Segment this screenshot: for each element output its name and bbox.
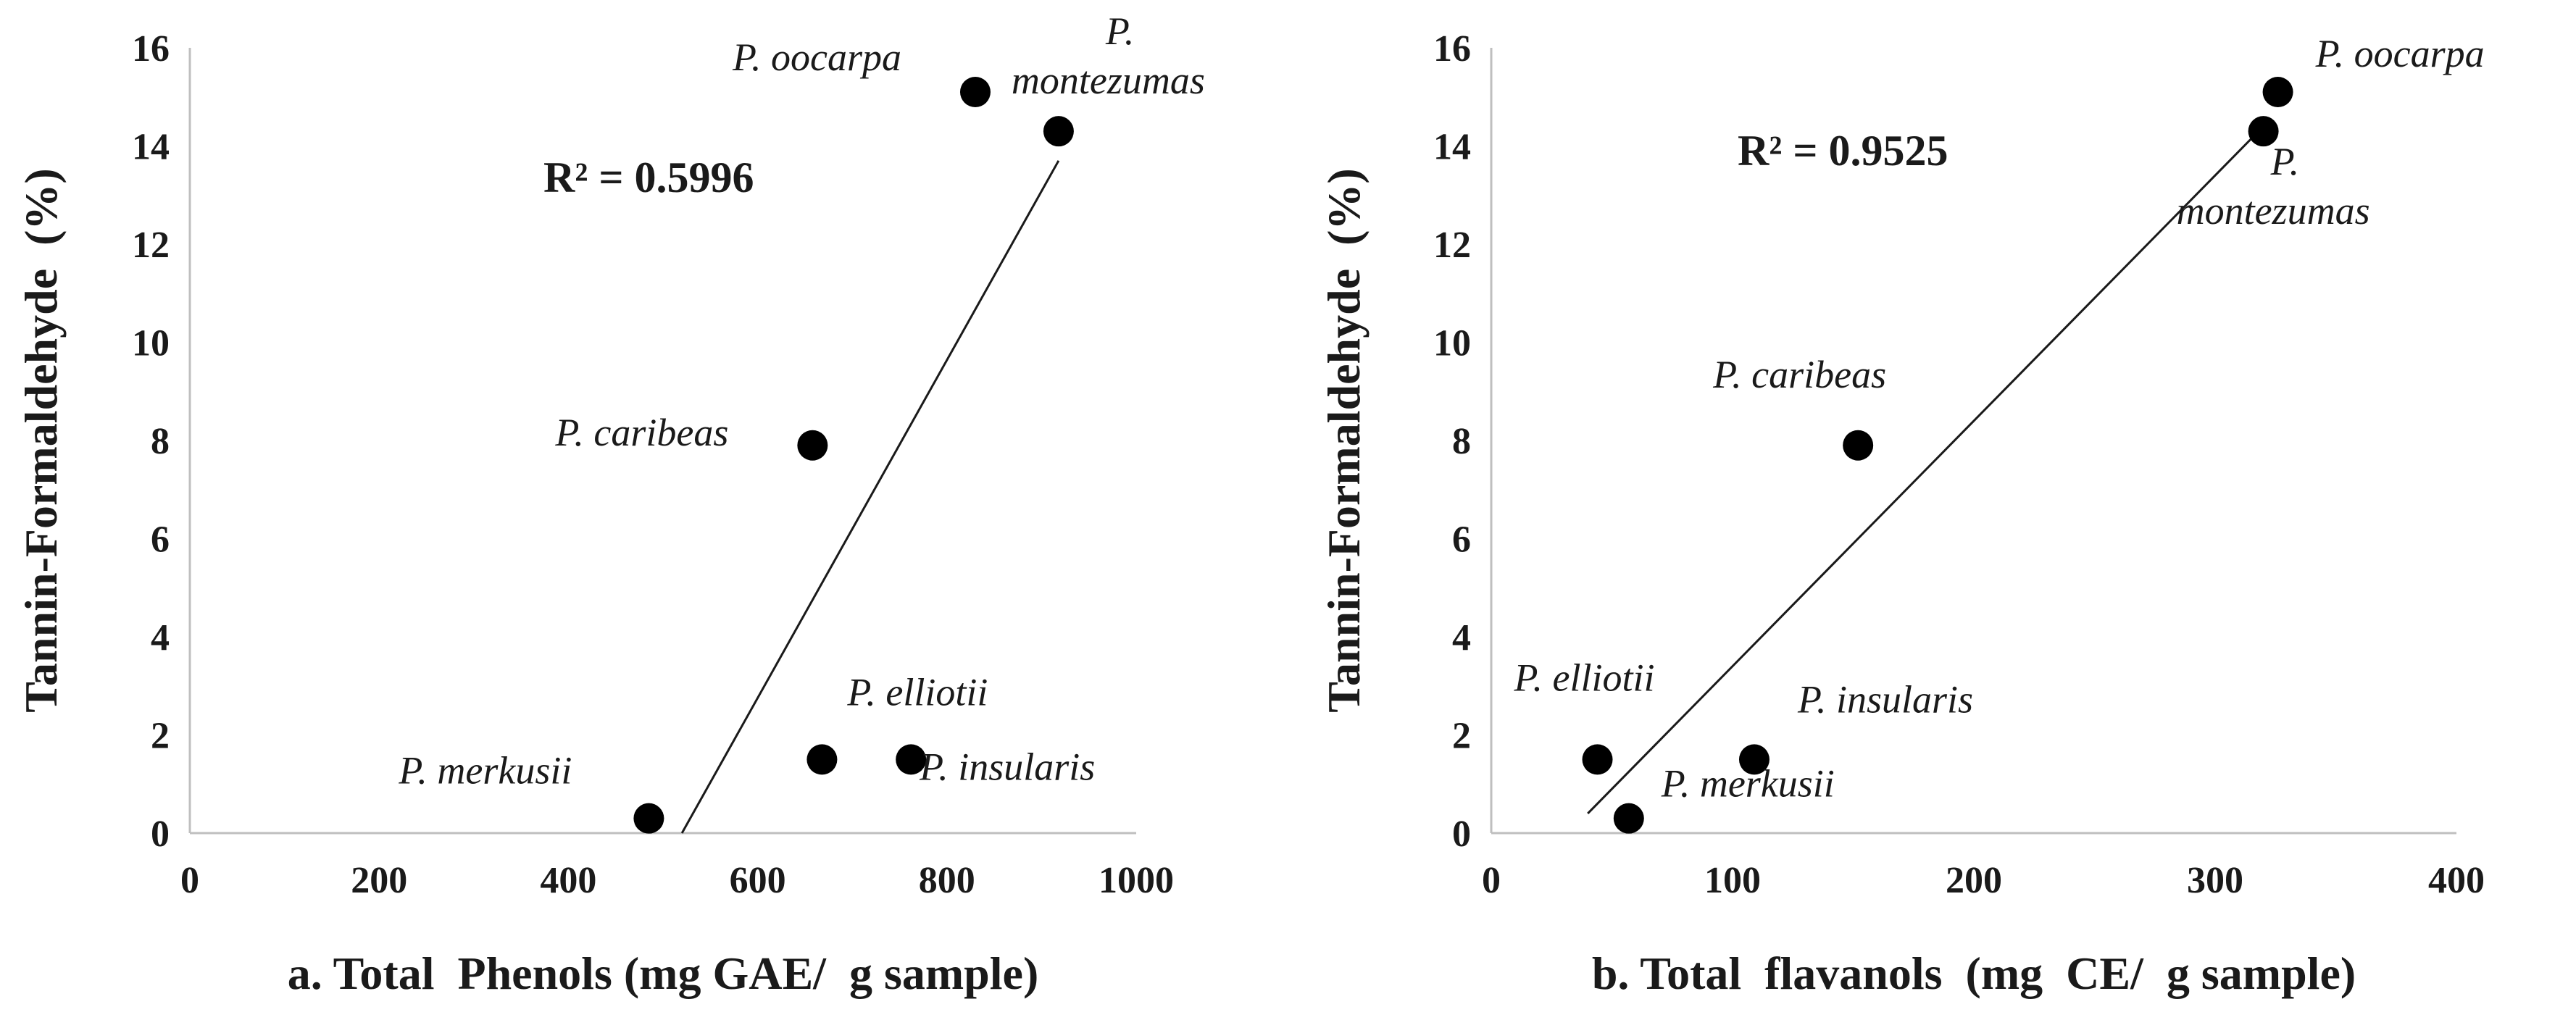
y-tick-label: 8 <box>1452 421 1471 462</box>
y-tick-label: 2 <box>151 716 170 757</box>
data-point <box>2262 76 2293 107</box>
point-labels: P. merkusii P. elliotii P. insularis P. car… <box>398 9 1204 793</box>
y-tick-label: 12 <box>1433 225 1471 266</box>
r-squared-label: R² = 0.9525 <box>1738 127 1948 175</box>
x-tick-label: 400 <box>540 860 596 901</box>
x-tick-label: 1000 <box>1099 860 1174 901</box>
x-tick-label: 300 <box>2187 860 2243 901</box>
y-tick-label: 8 <box>151 421 170 462</box>
trendline <box>1587 120 2269 814</box>
trendline-group <box>680 160 1060 834</box>
y-tick-label: 16 <box>1433 28 1471 70</box>
y-tick-label: 4 <box>151 617 170 659</box>
data-point <box>1843 430 1874 461</box>
point-label: P. caribeas <box>1712 353 1886 396</box>
x-tick-label: 600 <box>730 860 786 901</box>
data-point <box>1613 803 1644 834</box>
x-tick-label: 0 <box>180 860 199 901</box>
y-tick-label: 6 <box>1452 519 1471 561</box>
chart-panel-a: 0 2 4 6 8 10 12 14 16 0 200 400 600 800 1000 P. merku… <box>15 9 1205 999</box>
x-axis-title: b. Total flavanols (mg CE/ g sample) <box>1592 948 2356 999</box>
y-tick-label: 16 <box>132 28 170 70</box>
point-label: P. insularis <box>919 745 1095 788</box>
data-point <box>2248 116 2279 147</box>
r-squared-label: R² = 0.5996 <box>543 154 754 201</box>
y-tick-label: 10 <box>132 323 170 364</box>
data-point <box>896 744 927 775</box>
data-point <box>806 744 838 775</box>
y-tick-label: 0 <box>151 814 170 855</box>
point-labels: P. elliotii P. merkusii P. insularis P. car… <box>1514 32 2485 806</box>
data-point <box>1043 116 1074 147</box>
point-label: P. insularis <box>1797 677 1973 721</box>
data-point <box>1582 744 1613 775</box>
point-label: P. elliotii <box>846 670 988 714</box>
y-tick-labels: 0 2 4 6 8 10 12 14 16 <box>1433 28 1471 855</box>
x-tick-label: 0 <box>1482 860 1501 901</box>
point-label: P. merkusii <box>398 749 572 793</box>
y-tick-labels: 0 2 4 6 8 10 12 14 16 <box>132 28 170 855</box>
data-point <box>797 430 828 461</box>
y-tick-label: 10 <box>1433 323 1471 364</box>
point-label: P. caribeas <box>554 411 728 454</box>
x-tick-label: 400 <box>2428 860 2485 901</box>
x-tick-labels: 0 100 200 300 400 <box>1482 860 2485 901</box>
y-tick-label: 4 <box>1452 617 1471 659</box>
y-tick-label: 12 <box>132 225 170 266</box>
point-label: P. montezumas <box>1012 9 1205 102</box>
y-tick-label: 6 <box>151 519 170 561</box>
trendline <box>680 160 1060 834</box>
x-tick-label: 200 <box>351 860 407 901</box>
x-tick-labels: 0 200 400 600 800 1000 <box>180 860 1174 901</box>
point-label: P. oocarpa <box>732 35 901 79</box>
x-tick-label: 100 <box>1704 860 1761 901</box>
data-point <box>959 76 991 107</box>
y-tick-label: 2 <box>1452 716 1471 757</box>
trendline-group <box>1587 120 2269 814</box>
y-tick-label: 14 <box>132 127 170 168</box>
point-label: P. merkusii <box>1661 762 1835 806</box>
x-axis-title: a. Total Phenols (mg GAE/ g sample) <box>288 948 1039 999</box>
point-label: P. elliotii <box>1514 656 1655 699</box>
x-tick-label: 800 <box>919 860 975 901</box>
data-point <box>633 803 664 834</box>
point-label: P. oocarpa <box>2315 32 2485 75</box>
point-label: P. montezumas <box>2177 140 2370 233</box>
y-tick-label: 14 <box>1433 127 1471 168</box>
y-axis-title: Tannin-Formaldehyde (%) <box>1318 168 1370 713</box>
data-points <box>633 76 1074 834</box>
y-tick-label: 0 <box>1452 814 1471 855</box>
x-tick-label: 200 <box>1946 860 2002 901</box>
y-axis-title: Tannin-Formaldehyde (%) <box>15 168 67 713</box>
data-points <box>1582 76 2293 834</box>
data-point <box>1738 744 1770 775</box>
